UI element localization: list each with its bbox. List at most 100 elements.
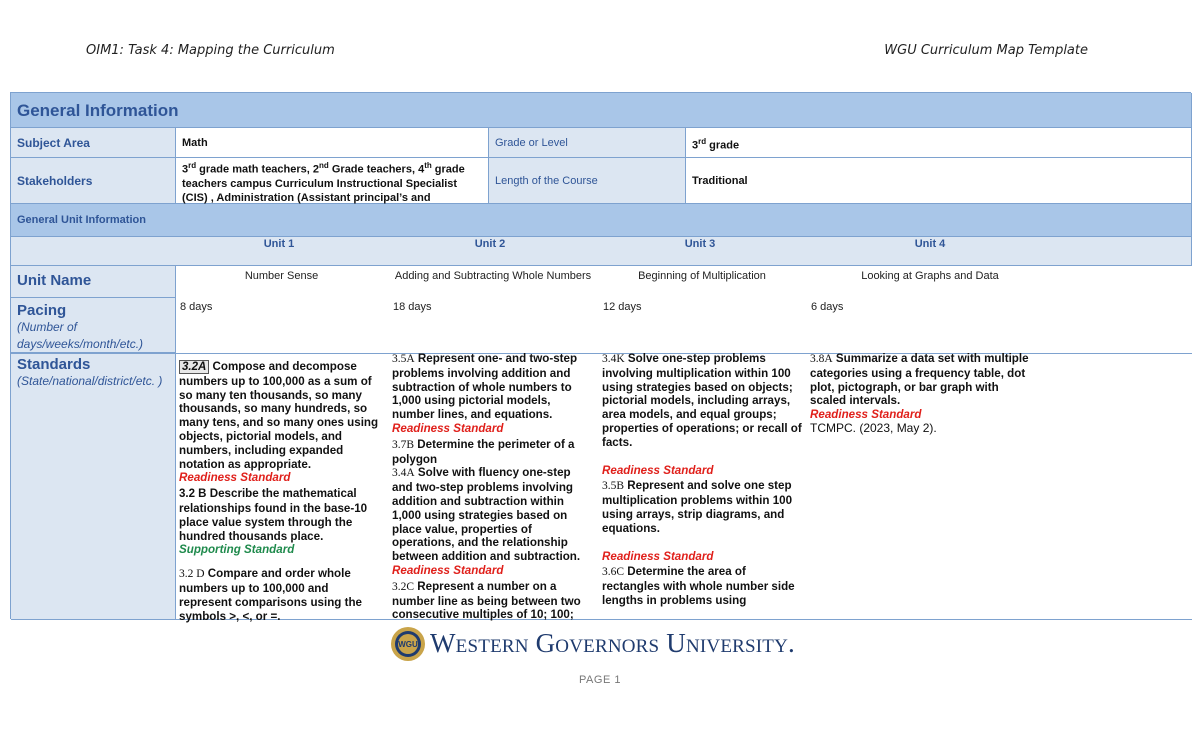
standard: 3.7B Determine the perimeter of a polygo… — [392, 438, 594, 467]
row-divider — [176, 619, 1192, 620]
standard-text: Represent one- and two-step problems inv… — [392, 352, 578, 422]
pacing: 6 days — [811, 301, 844, 313]
standard: 3.2 D Compare and order whole numbers up… — [179, 567, 384, 623]
unit-info-row: General Unit Information — [11, 204, 1192, 237]
label-cell: Standards (State/national/district/etc. … — [11, 353, 176, 620]
readiness-label: Readiness Standard — [392, 563, 504, 577]
standard-code: 3.4K — [602, 353, 625, 365]
standard: 3.2C Represent a number on a number line… — [392, 580, 594, 622]
standards-column: 3.8A Summarize a data set with multiple … — [810, 352, 1030, 438]
standard-text: Describe the mathematical relationships … — [179, 487, 368, 543]
grade-part: 3 — [692, 139, 699, 152]
unit-header: Unit 4 — [914, 238, 946, 250]
label-cell: Subject Area — [11, 128, 176, 158]
pacing-note: (Number of days/weeks/month/etc.) — [17, 320, 144, 351]
standard-code: 3.4A — [392, 467, 415, 480]
length: Traditional — [692, 175, 748, 187]
unit-name-label: Unit Name — [17, 272, 92, 289]
standard-text: Compare and order whole numbers up to 10… — [179, 567, 362, 623]
logo: WGU Western Governors University. — [390, 626, 795, 662]
label-cell: Stakeholders — [11, 158, 176, 204]
label-cell: Unit Name — [11, 266, 176, 298]
standards-label: Standards — [17, 356, 91, 373]
standard-text: Compose and decompose numbers up to 100,… — [179, 360, 379, 471]
general-row: General Information — [11, 93, 1192, 128]
label-cell: Pacing (Number of days/weeks/month/etc.) — [11, 298, 176, 353]
standard-text: Solve one-step problems involving multip… — [602, 352, 802, 449]
citation: TCMPC. (2023, May 2). — [810, 420, 937, 435]
stakeholders-part: grade math teachers, 2 — [196, 163, 320, 176]
stakeholders-part: rd — [188, 161, 197, 170]
readiness-label: Readiness Standard — [602, 463, 714, 477]
pacing: 12 days — [603, 301, 642, 313]
value-cell: 3rd grade math teachers, 2nd Grade teach… — [176, 158, 489, 218]
pacing-label: Pacing — [17, 302, 67, 319]
general-title: General Information — [17, 101, 179, 120]
unit-header-row — [11, 237, 1192, 266]
standard: 3.4A Solve with fluency one-step and two… — [392, 466, 594, 577]
readiness-label: Readiness Standard — [810, 408, 922, 422]
standard-text: Represent a number on a number line as b… — [392, 579, 581, 622]
standard: 3.2A Compose and decompose numbers up to… — [179, 360, 384, 485]
unit-name: Number Sense — [244, 270, 319, 282]
standard-code: 3.6C — [602, 566, 625, 579]
row-divider — [176, 353, 1192, 354]
subject: Math — [182, 137, 208, 149]
value-cell: Math — [176, 128, 489, 158]
standard: 3.8A Summarize a data set with multiple … — [810, 352, 1030, 436]
stakeholders-part: 3 — [182, 163, 189, 176]
stakeholders-part: nd — [319, 161, 329, 170]
unit-name: Beginning of Multiplication — [638, 270, 766, 282]
standard-text: Determine the perimeter of a polygon — [392, 437, 575, 466]
standard-code: 3.5B — [602, 480, 625, 493]
length-label: Length of the Course — [495, 175, 598, 187]
label-cell: Length of the Course — [489, 158, 686, 204]
grade-label: Grade or Level — [495, 137, 568, 149]
readiness-label: Readiness Standard — [179, 471, 291, 485]
standard-text: Solve with fluency one-step and two-step… — [392, 466, 581, 564]
standard: 3.4K Solve one-step problems involving m… — [602, 352, 802, 477]
standard: 3.6C Determine the area of rectangles wi… — [602, 565, 802, 607]
standard: 3.2 B Describe the mathematical relation… — [179, 487, 384, 557]
standard-code: 3.7B — [392, 438, 415, 451]
unit-name: Looking at Graphs and Data — [861, 270, 999, 282]
readiness-label: Readiness Standard — [392, 421, 504, 435]
unit-info-title: General Unit Information — [17, 214, 146, 226]
standard-code: 3.5A — [392, 353, 415, 365]
standard: 3.5B Represent and solve one step multip… — [602, 479, 802, 563]
value-cell: 3rd grade — [686, 128, 1192, 158]
pacing: 18 days — [393, 301, 432, 313]
standard-code: 3.2A — [179, 360, 210, 374]
pacing: 8 days — [180, 301, 213, 313]
header-left: OIM1: Task 4: Mapping the Curriculum — [86, 43, 335, 58]
label-cell: Grade or Level — [489, 128, 686, 158]
logo-seal-text: WGU — [398, 640, 418, 649]
readiness-label: Readiness Standard — [602, 549, 714, 563]
unit-header: Unit 2 — [474, 238, 506, 250]
standard-code: 3.8A — [810, 353, 833, 365]
standard-code: 3.2 D — [179, 568, 205, 581]
stakeholders-label: Stakeholders — [17, 174, 93, 188]
standard-text: Represent and solve one step multiplicat… — [602, 479, 793, 535]
standards-column: 3.2A Compose and decompose numbers up to… — [179, 360, 384, 625]
standard: 3.5A Represent one- and two-step problem… — [392, 352, 594, 436]
standard-text: Summarize a data set with multiple categ… — [810, 352, 1029, 408]
standards-note: (State/national/district/etc. ) — [17, 374, 163, 388]
stakeholders-part: Grade teachers, 4 — [328, 163, 425, 176]
standards-column: 3.5A Represent one- and two-step problem… — [392, 352, 594, 624]
header-right: WGU Curriculum Map Template — [884, 43, 1088, 58]
value-cell: Traditional — [686, 158, 1192, 204]
logo-seal: WGU — [391, 627, 425, 661]
grade-part: grade — [706, 139, 740, 152]
curriculum-table: General Information Subject Area Math Gr… — [10, 92, 1192, 620]
standard-text: Determine the area of rectangles with wh… — [602, 565, 795, 607]
standard-code: 3.2C — [392, 580, 415, 593]
standards-column: 3.4K Solve one-step problems involving m… — [602, 352, 802, 610]
standard-code: 3.2 B — [179, 488, 207, 501]
stakeholders-part: th — [424, 161, 432, 170]
grade-part: rd — [698, 137, 707, 146]
subject-label: Subject Area — [17, 136, 90, 150]
unit-name: Adding and Subtracting Whole Numbers — [394, 270, 592, 282]
supporting-label: Supporting Standard — [179, 543, 295, 557]
page-number: PAGE 1 — [579, 674, 621, 686]
